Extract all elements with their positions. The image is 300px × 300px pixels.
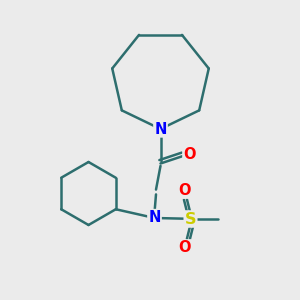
Text: O: O — [183, 147, 196, 162]
Text: S: S — [185, 212, 196, 226]
Text: N: N — [154, 122, 167, 136]
Text: O: O — [178, 240, 191, 255]
Text: N: N — [148, 210, 161, 225]
Text: O: O — [178, 183, 191, 198]
